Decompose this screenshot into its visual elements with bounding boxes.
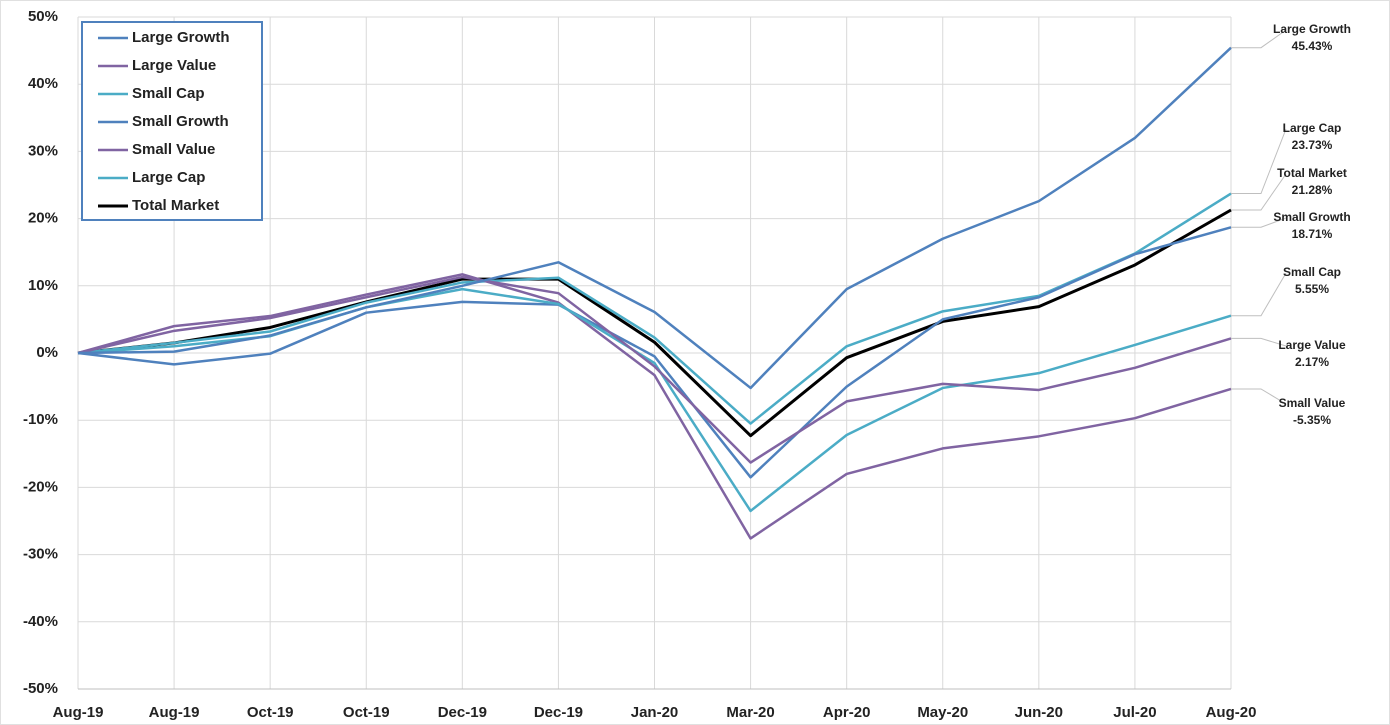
x-tick-label: Jul-20 xyxy=(1113,704,1156,721)
end-label-name: Small Value xyxy=(1279,396,1346,410)
y-tick-label: 30% xyxy=(28,142,58,159)
y-tick-label: 40% xyxy=(28,75,58,92)
end-label-name: Total Market xyxy=(1277,166,1347,180)
end-label-name: Large Value xyxy=(1278,338,1346,352)
series-line xyxy=(77,273,1232,540)
end-label-name: Small Growth xyxy=(1273,210,1350,224)
legend-label: Large Value xyxy=(132,57,216,74)
leader-line xyxy=(1231,173,1287,211)
x-tick-label: Oct-19 xyxy=(343,704,390,721)
end-label-value: 18.71% xyxy=(1292,227,1333,241)
end-label-value: 21.28% xyxy=(1292,183,1333,197)
y-tick-label: 50% xyxy=(28,8,58,25)
x-tick-label: Oct-19 xyxy=(247,704,294,721)
series-line xyxy=(77,275,1232,464)
x-tick-label: Jun-20 xyxy=(1015,704,1063,721)
x-tick-label: Apr-20 xyxy=(823,704,871,721)
series-line xyxy=(77,46,1232,390)
leader-line xyxy=(1231,217,1287,228)
legend-label: Total Market xyxy=(132,197,219,214)
legend: Large Growth Large Value Small Cap Small Gr… xyxy=(81,21,263,221)
y-tick-label: 20% xyxy=(28,210,58,227)
end-label-value: 45.43% xyxy=(1292,39,1333,53)
y-tick-label: 10% xyxy=(28,277,58,294)
legend-label: Small Value xyxy=(132,141,215,158)
x-tick-label: Mar-20 xyxy=(726,704,774,721)
x-tick-label: Aug-20 xyxy=(1206,704,1257,721)
leader-line xyxy=(1231,128,1287,195)
y-tick-label: -20% xyxy=(23,478,58,495)
end-label-value: -5.35% xyxy=(1293,413,1331,427)
leader-line xyxy=(1231,29,1287,49)
end-label-value: 23.73% xyxy=(1292,138,1333,152)
leader-line xyxy=(1231,272,1287,317)
end-label-value: 2.17% xyxy=(1295,355,1329,369)
y-tick-label: -10% xyxy=(23,411,58,428)
end-label-name: Large Growth xyxy=(1273,22,1351,36)
x-tick-label: Aug-19 xyxy=(149,704,200,721)
x-tick-label: Dec-19 xyxy=(534,704,583,721)
legend-label: Small Growth xyxy=(132,113,229,130)
series-line xyxy=(77,226,1232,479)
y-tick-label: 0% xyxy=(36,344,58,361)
y-tick-label: -50% xyxy=(23,680,58,697)
leader-line xyxy=(1231,337,1287,347)
end-label-name: Large Cap xyxy=(1283,121,1342,135)
leader-line xyxy=(1231,388,1287,405)
series-line xyxy=(77,208,1232,438)
x-tick-label: Dec-19 xyxy=(438,704,487,721)
x-tick-label: Aug-19 xyxy=(53,704,104,721)
x-tick-label: May-20 xyxy=(917,704,968,721)
end-label-value: 5.55% xyxy=(1295,282,1329,296)
y-tick-label: -40% xyxy=(23,613,58,630)
legend-label: Large Cap xyxy=(132,169,205,186)
legend-label: Large Growth xyxy=(132,29,230,46)
y-tick-label: -30% xyxy=(23,546,58,563)
end-label-name: Small Cap xyxy=(1283,265,1341,279)
x-tick-label: Jan-20 xyxy=(631,704,679,721)
legend-label: Small Cap xyxy=(132,85,205,102)
